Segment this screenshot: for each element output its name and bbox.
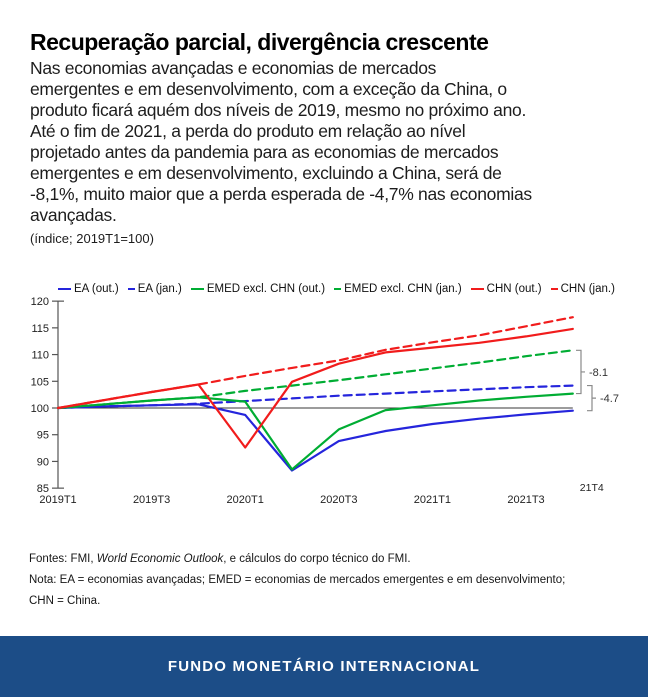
y-tick-label: 90 (37, 456, 49, 468)
y-tick-label: 120 (31, 296, 49, 308)
x-tick-label: 2020T1 (227, 494, 264, 506)
page-title: Recuperação parcial, divergência crescen… (30, 29, 489, 55)
y-tick-label: 110 (31, 350, 49, 362)
dashed-line-swatch-icon (550, 288, 558, 290)
source-prefix: Fontes: FMI, (29, 553, 97, 565)
y-tick-label: 95 (37, 430, 49, 442)
legend-item-chn-out-: CHN (out.) (470, 283, 542, 295)
source-line: Fontes: FMI, World Economic Outlook, e c… (29, 549, 565, 570)
x-tick-label: 2021T1 (414, 494, 451, 506)
legend-label: EMED excl. CHN (out.) (206, 283, 326, 295)
chart-legend: EA (out.) EA (jan.) EMED excl. CHN (out.) E… (58, 283, 615, 295)
y-tick-label: 100 (31, 403, 49, 415)
source-italic-title: World Economic Outlook (96, 553, 224, 565)
series-line-ea-out- (56, 403, 574, 472)
footer-notes: Fontes: FMI, World Economic Outlook, e c… (29, 549, 565, 612)
legend-label: EMED excl. CHN (jan.) (344, 283, 462, 295)
annotation-bracket (587, 384, 596, 412)
y-tick-label: 85 (37, 483, 49, 495)
chart: EA (out.) EA (jan.) EMED excl. CHN (out.) E… (0, 270, 648, 515)
y-tick-label: 115 (31, 323, 49, 335)
legend-label: EA (out.) (74, 283, 119, 295)
imf-banner-label: FUNDO MONETÁRIO INTERNACIONAL (167, 658, 481, 675)
dashed-line-swatch-icon (127, 288, 135, 290)
imf-banner: FUNDO MONETÁRIO INTERNACIONAL (0, 636, 648, 697)
legend-item-ea-out-: EA (out.) (58, 283, 119, 295)
solid-line-swatch-icon (470, 288, 484, 290)
note-line-1: Nota: EA = economias avançadas; EMED = e… (29, 574, 566, 586)
series-line-chn-out- (56, 327, 574, 449)
annotation-label: -8.1 (589, 367, 608, 379)
x-tick-label: 2019T3 (133, 494, 170, 506)
solid-line-swatch-icon (190, 288, 204, 290)
x-tick-label: 2019T1 (39, 494, 76, 506)
legend-item-emed-excl-chn-jan-: EMED excl. CHN (jan.) (334, 283, 462, 295)
annotation-bracket (576, 349, 585, 395)
x-tick-label: 2020T3 (320, 494, 357, 506)
x-tick-label: 2021T3 (507, 494, 544, 506)
index-unit-note: (índice; 2019T1=100) (30, 231, 154, 246)
endpoint-label: 21T4 (580, 482, 604, 494)
legend-item-emed-excl-chn-out-: EMED excl. CHN (out.) (190, 283, 326, 295)
source-suffix: , e cálculos do corpo técnico do FMI. (223, 553, 411, 565)
legend-label: CHN (jan.) (560, 283, 615, 295)
legend-item-ea-jan-: EA (jan.) (127, 283, 182, 295)
annotation-label: -4.7 (600, 393, 619, 405)
note-line-2: CHN = China. (29, 595, 101, 607)
y-tick-label: 105 (31, 376, 49, 388)
chart-description: Nas economias avançadas e economias de m… (30, 58, 532, 225)
legend-label: EA (jan.) (137, 283, 182, 295)
series-line-emed-excl-chn-out- (56, 392, 574, 471)
dashed-line-swatch-icon (334, 288, 342, 290)
solid-line-swatch-icon (58, 288, 71, 290)
legend-label: CHN (out.) (486, 283, 542, 295)
legend-item-chn-jan-: CHN (jan.) (550, 283, 615, 295)
